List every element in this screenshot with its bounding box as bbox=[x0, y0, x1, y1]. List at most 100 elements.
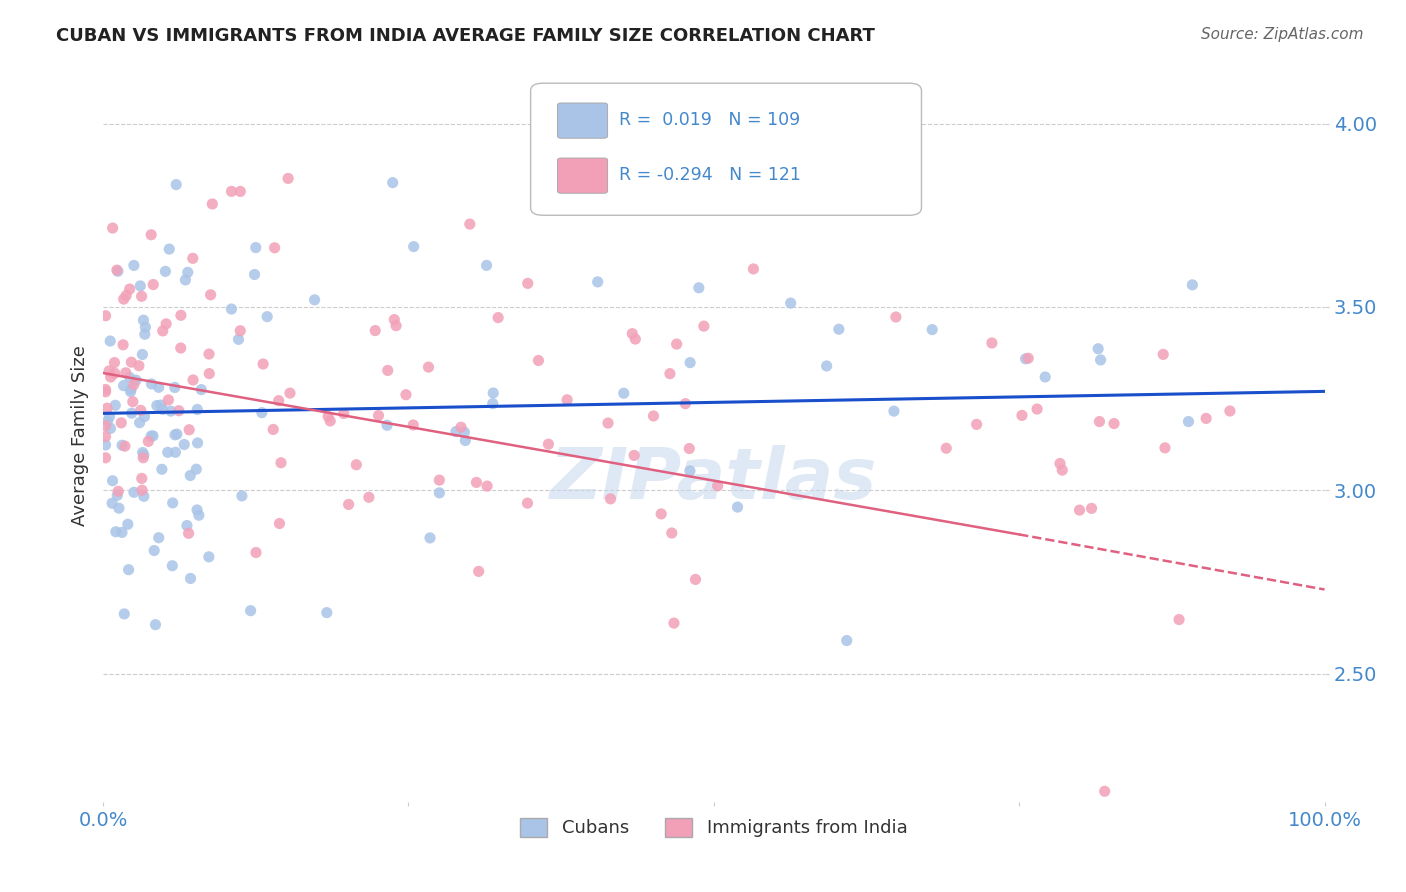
Point bbox=[181, 373, 204, 387]
Point bbox=[177, 265, 200, 279]
Point bbox=[107, 484, 129, 499]
Point bbox=[385, 318, 408, 333]
Point bbox=[114, 366, 136, 380]
Point bbox=[176, 518, 198, 533]
Point bbox=[160, 404, 183, 418]
Point bbox=[166, 427, 188, 442]
Point bbox=[155, 264, 177, 278]
Point bbox=[122, 259, 145, 273]
Point bbox=[252, 357, 274, 371]
Point bbox=[586, 275, 609, 289]
Point bbox=[129, 403, 152, 417]
Point bbox=[315, 606, 337, 620]
Point bbox=[165, 178, 187, 192]
Point bbox=[1094, 784, 1116, 798]
Point bbox=[883, 404, 905, 418]
Point bbox=[96, 401, 118, 416]
Point bbox=[1177, 415, 1199, 429]
Point bbox=[1102, 417, 1125, 431]
Point bbox=[262, 422, 284, 436]
Point bbox=[104, 398, 127, 412]
Text: R = -0.294   N = 121: R = -0.294 N = 121 bbox=[619, 166, 800, 184]
Point bbox=[673, 397, 696, 411]
Point bbox=[111, 525, 134, 540]
Point bbox=[779, 296, 801, 310]
Point bbox=[662, 616, 685, 631]
Point bbox=[94, 418, 117, 433]
Point bbox=[107, 264, 129, 278]
Point bbox=[921, 323, 943, 337]
Point bbox=[118, 370, 141, 384]
Point bbox=[170, 341, 193, 355]
Point bbox=[245, 241, 267, 255]
Point bbox=[104, 524, 127, 539]
Text: ZIPatlas: ZIPatlas bbox=[550, 445, 877, 514]
Point bbox=[516, 277, 538, 291]
Point bbox=[98, 409, 121, 424]
Point bbox=[97, 414, 120, 428]
Point bbox=[179, 468, 201, 483]
Point bbox=[481, 397, 503, 411]
Point bbox=[141, 376, 163, 391]
Point bbox=[141, 227, 163, 242]
Point bbox=[643, 409, 665, 423]
Point bbox=[148, 531, 170, 545]
Point bbox=[162, 496, 184, 510]
Point bbox=[136, 434, 159, 449]
Point bbox=[120, 355, 142, 369]
Point bbox=[357, 490, 380, 504]
Point bbox=[122, 485, 145, 500]
Point bbox=[278, 386, 301, 401]
Point bbox=[382, 312, 405, 326]
Point bbox=[149, 398, 172, 412]
Point bbox=[229, 324, 252, 338]
Y-axis label: Average Family Size: Average Family Size bbox=[72, 345, 89, 525]
Point bbox=[221, 185, 243, 199]
Point bbox=[304, 293, 326, 307]
Point bbox=[148, 380, 170, 394]
Point bbox=[381, 176, 404, 190]
Point bbox=[1195, 411, 1218, 425]
Point bbox=[179, 571, 201, 585]
Point bbox=[599, 491, 621, 506]
Point bbox=[332, 407, 354, 421]
Point bbox=[1052, 463, 1074, 477]
Point bbox=[118, 282, 141, 296]
Point bbox=[165, 445, 187, 459]
Point bbox=[112, 338, 135, 352]
Point bbox=[231, 489, 253, 503]
Point bbox=[155, 317, 177, 331]
Point bbox=[475, 259, 498, 273]
Point bbox=[201, 197, 224, 211]
Point bbox=[122, 377, 145, 392]
Point bbox=[152, 402, 174, 417]
FancyBboxPatch shape bbox=[558, 158, 607, 194]
Point bbox=[117, 517, 139, 532]
Point bbox=[367, 409, 389, 423]
Point bbox=[157, 242, 180, 256]
Point bbox=[243, 268, 266, 282]
Point bbox=[1011, 409, 1033, 423]
Point bbox=[650, 507, 672, 521]
Point bbox=[104, 366, 127, 380]
Point bbox=[105, 488, 128, 502]
Point bbox=[613, 386, 636, 401]
Point bbox=[429, 486, 451, 500]
Point bbox=[402, 239, 425, 253]
Point bbox=[94, 429, 117, 443]
Point bbox=[277, 171, 299, 186]
Point bbox=[835, 633, 858, 648]
Point bbox=[112, 292, 135, 306]
Point bbox=[187, 436, 209, 450]
Point bbox=[344, 458, 367, 472]
Point bbox=[141, 429, 163, 443]
Point bbox=[111, 438, 134, 452]
Point bbox=[450, 420, 472, 434]
Point bbox=[121, 394, 143, 409]
Point bbox=[1181, 277, 1204, 292]
Point bbox=[174, 273, 197, 287]
Point bbox=[828, 322, 851, 336]
Point bbox=[486, 310, 509, 325]
Point bbox=[706, 479, 728, 493]
Point bbox=[128, 416, 150, 430]
